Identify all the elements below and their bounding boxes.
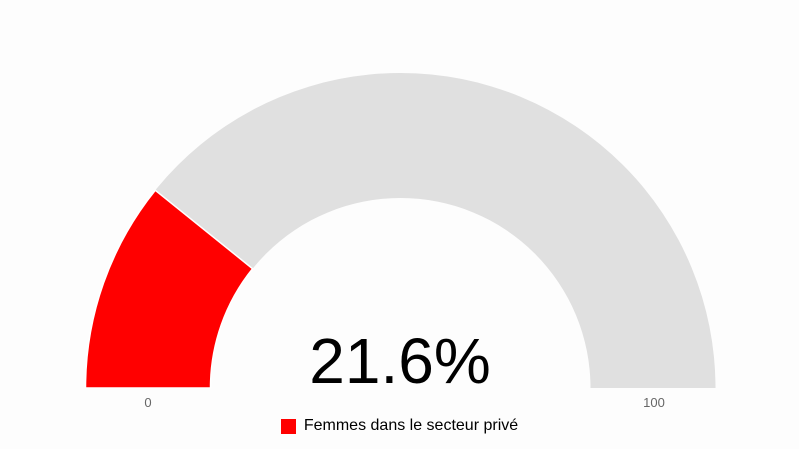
gauge-min-tick-label: 0: [144, 395, 151, 410]
gauge-value-arc[interactable]: [84, 189, 254, 389]
legend-label[interactable]: Femmes dans le secteur privé: [303, 417, 519, 434]
gauge-value-label: 21.6%: [309, 325, 490, 397]
legend-swatch[interactable]: [280, 418, 296, 434]
gauge-max-tick-label: 100: [643, 395, 665, 410]
chart-legend: Femmes dans le secteur privé: [0, 417, 799, 435]
gauge-track: [85, 73, 716, 389]
